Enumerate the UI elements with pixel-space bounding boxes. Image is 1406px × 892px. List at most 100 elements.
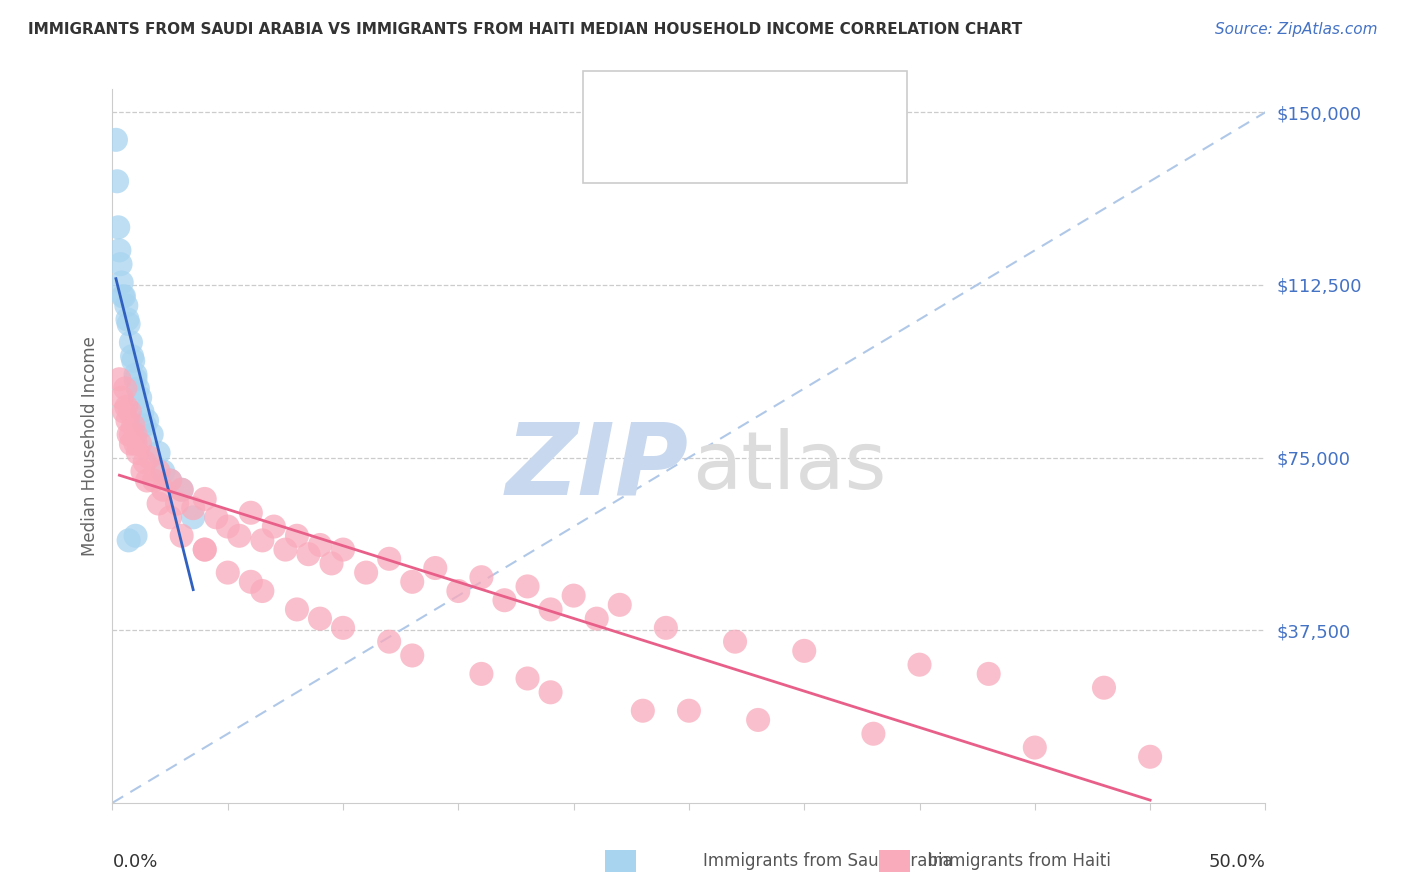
Point [117,317,139,331]
Point [159,510,181,524]
Point [111,391,134,405]
Point [1092,681,1115,695]
Point [108,372,131,386]
Text: Immigrants from Saudi Arabia: Immigrants from Saudi Arabia [703,852,953,870]
Point [117,533,139,548]
Point [285,602,308,616]
Point [120,427,142,442]
Point [115,299,138,313]
Point [122,418,145,433]
Point [152,483,174,497]
Point [105,174,128,188]
Point [401,648,423,663]
Point [118,404,141,418]
Point [263,519,285,533]
Point [107,220,129,235]
Point [470,570,492,584]
Point [124,529,146,543]
Point [143,474,166,488]
Point [124,368,146,382]
Point [121,349,143,363]
Point [332,621,354,635]
Point [1024,740,1046,755]
Point [136,414,159,428]
Point [112,289,135,303]
Point [793,644,815,658]
Point [516,579,538,593]
Point [862,727,884,741]
Point [724,634,747,648]
Point [354,566,377,580]
Text: R =: R = [657,95,695,114]
Point [1139,749,1161,764]
Point [120,436,142,450]
Point [540,602,562,616]
Point [129,436,152,450]
Point [194,491,217,506]
Text: atlas: atlas [692,428,887,507]
Point [332,542,354,557]
Point [977,666,1000,681]
Point [252,584,274,599]
Point [108,244,131,258]
Point [152,464,174,478]
Point [170,529,193,543]
Point [148,497,170,511]
Point [114,381,136,395]
Text: 0.0%: 0.0% [112,853,157,871]
Point [127,446,149,460]
Text: R = -0.493: R = -0.493 [657,137,770,157]
Point [228,529,250,543]
Point [401,574,423,589]
Point [170,483,193,497]
Point [111,289,134,303]
Point [117,427,139,442]
Point [181,510,204,524]
Point [124,427,146,442]
Point [285,529,308,543]
Point [148,446,170,460]
Text: IMMIGRANTS FROM SAUDI ARABIA VS IMMIGRANTS FROM HAITI MEDIAN HOUSEHOLD INCOME CO: IMMIGRANTS FROM SAUDI ARABIA VS IMMIGRAN… [28,22,1022,37]
Point [447,584,470,599]
Point [129,391,152,405]
FancyBboxPatch shape [607,132,645,162]
Y-axis label: Median Household Income: Median Household Income [80,336,98,556]
Point [217,566,239,580]
Point [655,621,678,635]
Point [747,713,769,727]
Point [908,657,931,672]
Point [115,400,138,414]
Point [117,312,139,326]
Text: N = 79: N = 79 [792,137,865,157]
Point [678,704,700,718]
Point [562,589,585,603]
Text: N = 29: N = 29 [792,95,865,114]
Point [124,372,146,386]
Point [516,672,538,686]
Point [494,593,516,607]
Point [104,133,127,147]
Point [470,666,492,681]
Point [166,497,188,511]
Point [117,414,139,428]
Point [111,276,134,290]
Point [585,612,607,626]
Point [159,474,181,488]
Point [112,404,135,418]
Text: Source: ZipAtlas.com: Source: ZipAtlas.com [1215,22,1378,37]
Point [194,542,217,557]
Point [120,335,142,350]
Point [309,538,332,552]
Point [170,483,193,497]
Point [148,464,170,478]
Point [127,381,149,395]
Point [159,474,181,488]
Point [141,427,163,442]
Point [252,533,274,548]
FancyBboxPatch shape [607,89,645,120]
Point [609,598,631,612]
Point [110,257,132,271]
Point [122,354,145,368]
Point [131,464,153,478]
Point [274,542,297,557]
